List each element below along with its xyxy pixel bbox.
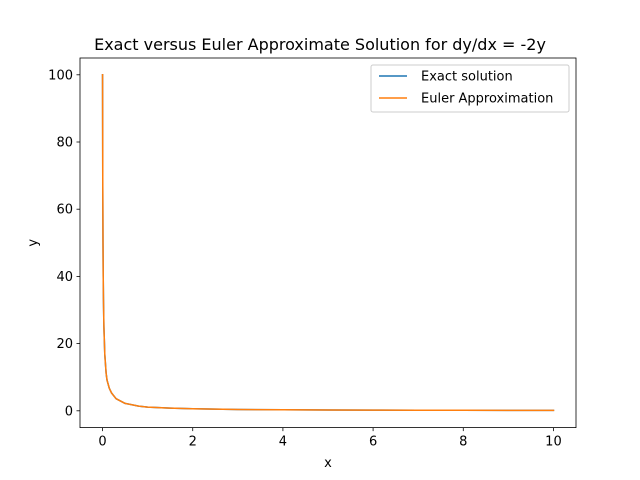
series-layer: [101, 74, 555, 412]
legend-label-0: Exact solution: [421, 70, 513, 85]
x-axis-label: x: [324, 456, 332, 471]
x-tick-label: 0: [98, 435, 106, 450]
y-tick-label: 60: [56, 203, 73, 218]
x-axis-ticks: 0 2 4 6 8 10: [98, 427, 562, 450]
x-tick-label: 10: [545, 435, 562, 450]
y-tick-label: 80: [56, 136, 73, 151]
x-tick-label: 4: [279, 435, 287, 450]
series-line-1: [101, 74, 555, 412]
legend-label-1: Euler Approximation: [421, 92, 553, 107]
plot-area: [79, 57, 577, 429]
y-tick-label: 100: [48, 68, 73, 83]
y-tick-label: 0: [65, 404, 73, 419]
y-tick-label: 20: [56, 337, 73, 352]
legend: Exact solution Euler Approximation: [370, 64, 570, 113]
x-tick-label: 2: [189, 435, 197, 450]
axes-frame: [79, 57, 577, 429]
y-tick-label: 40: [56, 270, 73, 285]
x-tick-label: 8: [459, 435, 467, 450]
legend-box: [370, 64, 570, 113]
x-tick-label: 6: [369, 435, 377, 450]
chart-title: Exact versus Euler Approximate Solution …: [94, 35, 546, 54]
y-axis-ticks: 0 20 40 60 80 100: [48, 68, 80, 419]
y-axis-label: y: [26, 239, 41, 247]
